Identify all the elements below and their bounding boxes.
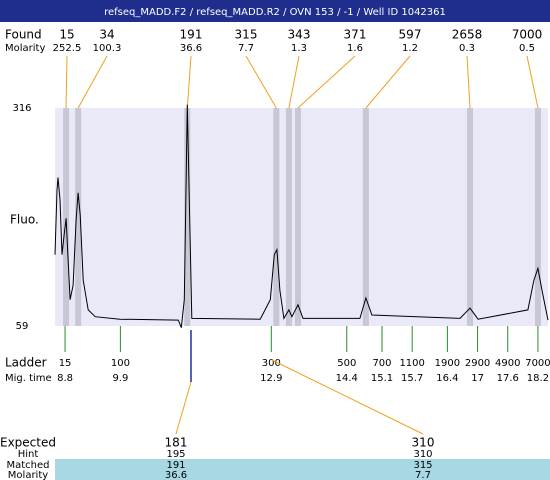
peak-band [285, 108, 292, 326]
found-molarity: 36.6 [180, 43, 202, 54]
found-size: 15 [59, 28, 74, 42]
header-title: refseq_MADD.F2 / refseq_MADD.R2 / OVN 15… [104, 7, 446, 18]
peak-connector [245, 55, 277, 109]
cell: 36.6 [165, 470, 187, 480]
row-label: Molarity [8, 470, 48, 480]
y-tick-label: 59 [16, 321, 29, 332]
ladder-mig-time: 18.2 [527, 373, 549, 384]
found-molarity: 1.3 [291, 43, 307, 54]
mig-time-label: Mig. time [5, 373, 52, 384]
molarity-label: Molarity [5, 43, 45, 54]
row-label: Matched [6, 460, 49, 471]
ladder-size: 4900 [495, 358, 520, 369]
ladder-size: 1100 [399, 358, 424, 369]
peak-band [467, 108, 474, 326]
cell: 195 [166, 449, 185, 460]
found-size: 7000 [512, 28, 543, 42]
peak-band [63, 108, 70, 326]
cell: 7.7 [415, 470, 431, 480]
peak-connector [186, 55, 192, 109]
peak-band [273, 108, 280, 326]
peak-band [75, 108, 82, 326]
peak-band [294, 108, 301, 326]
cell: 191 [166, 460, 185, 471]
peak-connector [526, 55, 539, 109]
peak-connector [65, 55, 68, 109]
ladder-size: 500 [337, 358, 356, 369]
ladder-mig-time: 15.7 [401, 373, 423, 384]
cell: 181 [165, 436, 188, 450]
cell: 310 [413, 449, 432, 460]
ladder-size: 15 [59, 358, 72, 369]
ladder-mig-time: 16.4 [436, 373, 458, 384]
ladder-size: 1900 [435, 358, 460, 369]
ladder-size: 7000 [525, 358, 550, 369]
found-size: 34 [99, 28, 114, 42]
cell: 315 [413, 460, 432, 471]
ladder-label: Ladder [5, 356, 47, 370]
found-size: 315 [235, 28, 258, 42]
expected-connector [271, 359, 424, 435]
ladder-size: 700 [372, 358, 391, 369]
row-label: Hint [18, 449, 39, 460]
ladder-mig-time: 17 [471, 373, 484, 384]
peak-connector [365, 55, 411, 109]
ladder-mig-time: 9.9 [112, 373, 128, 384]
ladder-mig-time: 15.1 [371, 373, 393, 384]
peak-connector [77, 55, 108, 109]
ladder-mig-time: 8.8 [57, 373, 73, 384]
ladder-size: 2900 [465, 358, 490, 369]
y-tick-label: 316 [12, 103, 31, 114]
found-label: Found [5, 28, 42, 42]
ladder-mig-time: 17.6 [497, 373, 519, 384]
found-molarity: 252.5 [53, 43, 82, 54]
found-molarity: 100.3 [93, 43, 122, 54]
found-molarity: 0.3 [459, 43, 475, 54]
expected-table [55, 459, 550, 480]
peak-band [534, 108, 541, 326]
peak-band [362, 108, 369, 326]
cell: 310 [412, 436, 435, 450]
found-molarity: 0.5 [519, 43, 535, 54]
peak-band [184, 108, 191, 326]
found-molarity: 7.7 [238, 43, 254, 54]
ladder-size: 300 [262, 358, 281, 369]
matched-highlight [55, 459, 550, 480]
row-label: Expected [0, 436, 56, 450]
peak-connector [466, 55, 471, 109]
found-molarity: 1.2 [402, 43, 418, 54]
header-bar [0, 0, 550, 22]
found-size: 2658 [452, 28, 483, 42]
ladder-mig-time: 12.9 [260, 373, 282, 384]
ladder-size: 100 [111, 358, 130, 369]
found-size: 191 [180, 28, 203, 42]
expected-connector [175, 381, 192, 435]
ladder-mig-time: 14.4 [336, 373, 358, 384]
found-size: 597 [399, 28, 422, 42]
y-axis-label: Fluo. [10, 213, 39, 227]
peak-connector [288, 55, 300, 109]
plot-area [55, 108, 548, 326]
found-size: 343 [288, 28, 311, 42]
found-molarity: 1.6 [347, 43, 363, 54]
peak-connector [297, 55, 356, 109]
found-size: 371 [344, 28, 367, 42]
trace-line [54, 104, 549, 328]
